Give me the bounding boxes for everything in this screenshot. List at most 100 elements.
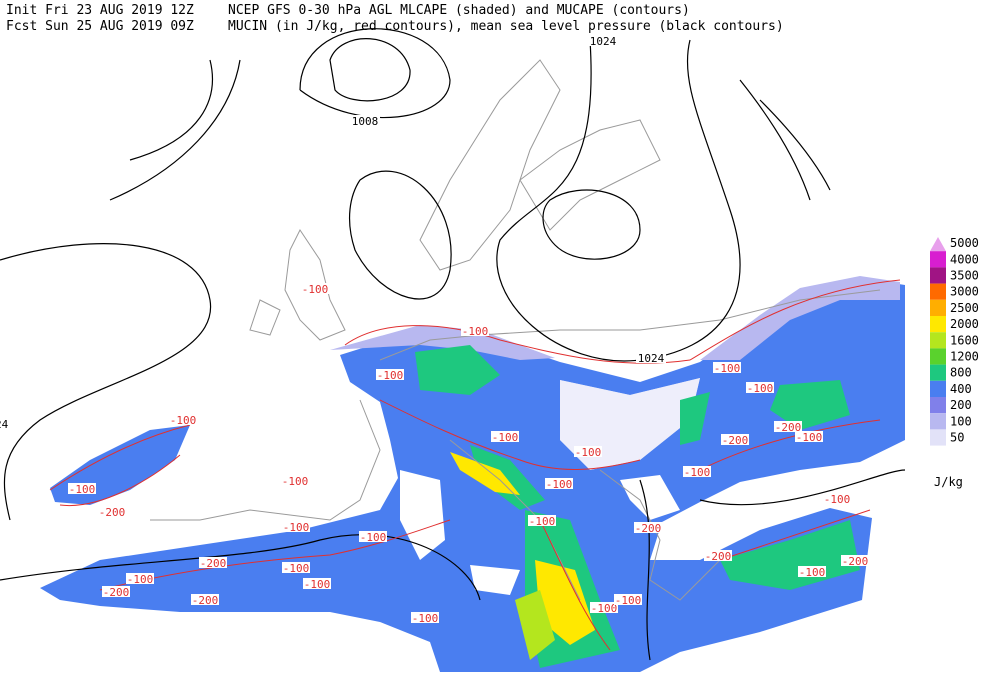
pressure-label: 1008 — [352, 115, 379, 128]
label-bg — [199, 557, 227, 568]
cin-label: -100 — [575, 446, 602, 459]
legend-label: 800 — [950, 366, 972, 380]
forecast-time: Fcst Sun 25 AUG 2019 09Z — [6, 19, 194, 34]
legend-label: 100 — [950, 414, 972, 428]
cin-label: -100 — [282, 475, 309, 488]
label-bg — [590, 602, 618, 613]
cin-label: -200 — [722, 434, 749, 447]
legend-swatch — [930, 413, 946, 430]
cin-label: -200 — [635, 522, 662, 535]
cin-label: -200 — [192, 594, 219, 607]
label-bg — [528, 515, 556, 526]
cin-label: -100 — [283, 521, 310, 534]
cin-label: -100 — [529, 515, 556, 528]
cin-label: -200 — [705, 550, 732, 563]
label-bg — [841, 555, 869, 566]
cin-label: -100 — [747, 382, 774, 395]
label-bg — [301, 283, 329, 294]
legend-label: 2000 — [950, 317, 979, 331]
label-bg — [574, 446, 602, 457]
label-bg — [713, 362, 741, 373]
legend-label: 400 — [950, 382, 972, 396]
label-bg — [169, 414, 197, 425]
label-bg — [282, 562, 310, 573]
cin-label: -100 — [170, 414, 197, 427]
label-bg — [721, 434, 749, 445]
legend-swatch — [930, 237, 946, 252]
label-bg — [0, 418, 10, 429]
cin-label: -200 — [99, 506, 126, 519]
cin-label: -100 — [377, 369, 404, 382]
cin-contours — [49, 279, 901, 651]
label-bg — [491, 431, 519, 442]
title-line: MUCIN (in J/kg, red contours), mean sea … — [228, 19, 784, 34]
legend-swatch — [930, 364, 946, 381]
label-bg — [774, 421, 802, 432]
label-bg — [359, 531, 387, 542]
legend-label: 3000 — [950, 285, 979, 299]
legend-label: 5000 — [950, 236, 979, 250]
label-bg — [303, 578, 331, 589]
legend-swatch — [930, 299, 946, 316]
cin-label: -100 — [302, 283, 329, 296]
label-bg — [614, 594, 642, 605]
legend-label: 1600 — [950, 333, 979, 347]
legend-swatch — [930, 283, 946, 300]
legend-label: 50 — [950, 431, 964, 445]
legend-label: 2500 — [950, 301, 979, 315]
cin-label: -100 — [69, 483, 96, 496]
legend-label: 4000 — [950, 252, 979, 266]
legend-label: 3500 — [950, 269, 979, 283]
label-bg — [376, 369, 404, 380]
legend-swatch — [930, 429, 946, 446]
cin-label: -100 — [591, 602, 618, 615]
cin-label: -100 — [799, 566, 826, 579]
cin-label: -100 — [824, 493, 851, 506]
legend-swatch — [930, 332, 946, 349]
cin-label: -100 — [462, 325, 489, 338]
label-bg — [68, 483, 96, 494]
cin-label: -100 — [615, 594, 642, 607]
label-bg — [281, 475, 309, 486]
legend-swatch — [930, 316, 946, 333]
legend-label: 200 — [950, 398, 972, 412]
label-bg — [823, 493, 851, 504]
cin-label: -200 — [200, 557, 227, 570]
label-bg — [126, 573, 154, 584]
label-bg — [634, 522, 662, 533]
cin-label: -100 — [546, 478, 573, 491]
legend-label: 1200 — [950, 350, 979, 364]
cin-label: -200 — [842, 555, 869, 568]
label-bg — [636, 352, 666, 363]
cin-label: -100 — [127, 573, 154, 586]
init-time: Init Fri 23 AUG 2019 12Z — [6, 3, 194, 18]
label-bg — [798, 566, 826, 577]
label-bg — [411, 612, 439, 623]
label-bg — [683, 466, 711, 477]
legend: 5000 4000 3500 3000 2500 2000 1600 1200 800 400 20… — [930, 236, 979, 446]
legend-swatch — [930, 380, 946, 397]
legend-swatch — [930, 348, 946, 365]
legend-swatch — [930, 251, 946, 268]
cin-label: -100 — [714, 362, 741, 375]
legend-swatch — [930, 397, 946, 414]
legend-unit: J/kg — [934, 475, 963, 489]
title-line: NCEP GFS 0-30 hPa AGL MLCAPE (shaded) an… — [228, 3, 690, 18]
label-bg — [350, 115, 380, 126]
pressure-label: 1024 — [638, 352, 665, 365]
label-bg — [704, 550, 732, 561]
cin-label: -100 — [304, 578, 331, 591]
label-bg — [795, 431, 823, 442]
pressure-label: 1024 — [0, 418, 9, 431]
cin-label: -100 — [492, 431, 519, 444]
cin-label: -100 — [796, 431, 823, 444]
cin-label: -200 — [103, 586, 130, 599]
label-bg — [98, 506, 126, 517]
cin-label: -200 — [775, 421, 802, 434]
label-bg — [282, 521, 310, 532]
cin-label: -100 — [360, 531, 387, 544]
label-bg — [588, 35, 618, 46]
label-bg — [191, 594, 219, 605]
cin-label: -100 — [412, 612, 439, 625]
